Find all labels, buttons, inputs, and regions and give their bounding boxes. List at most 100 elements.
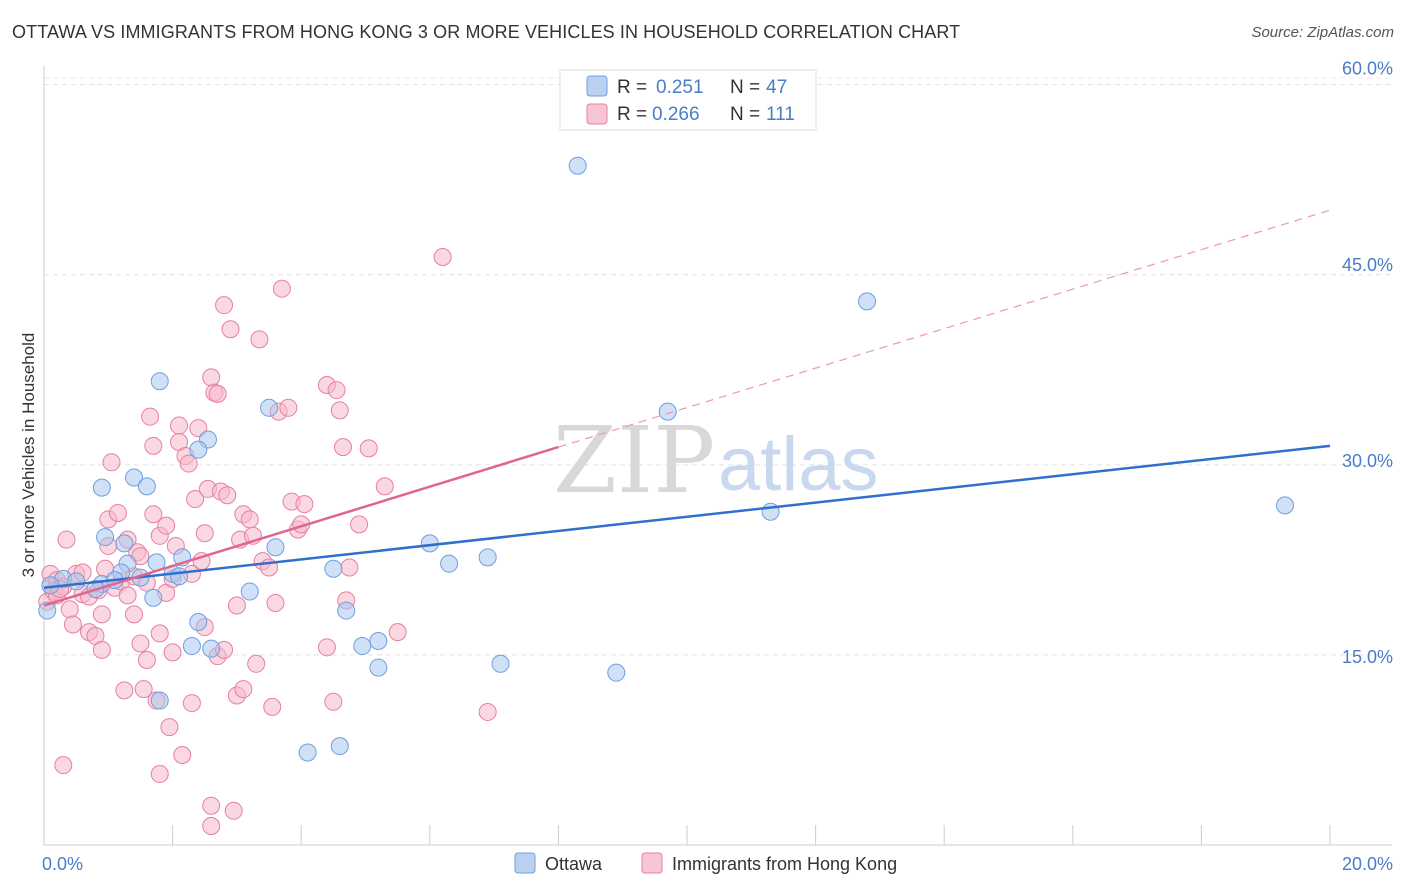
hong-kong-point-20 [92,640,111,659]
ottawa-point-31 [330,737,349,756]
legend-n-label-hong-kong: N = [730,104,760,125]
hong-kong-point-64 [202,796,221,815]
source-label: Source: ZipAtlas.com [1251,24,1394,41]
legend-r-label-ottawa: R = [617,77,647,98]
y-tick-label-0: 15.0% [1342,647,1393,667]
hong-kong-point-74 [221,320,240,339]
ottawa-point-44 [858,292,877,311]
hong-kong-point-44 [150,765,169,784]
hong-kong-point-104 [350,515,369,534]
hong-kong-point-46 [160,718,179,737]
ottawa-point-10 [115,534,134,553]
hong-kong-trend-extension [558,209,1331,448]
ottawa-point-2 [67,572,86,591]
ottawa-point-33 [353,637,372,656]
ottawa-point-39 [491,654,510,673]
x-tick-label-0: 0.0% [42,854,83,874]
grid-lines [44,77,1392,656]
hong-kong-point-95 [295,495,314,514]
ottawa-point-11 [125,468,144,487]
hong-kong-point-106 [375,477,394,496]
y-tick-labels: 15.0% 30.0% 45.0% 60.0% [1342,59,1393,667]
ottawa-point-34 [369,631,388,650]
legend-swatch-ottawa [586,75,608,97]
ottawa-point-30 [324,559,343,578]
hong-kong-point-58 [186,490,205,509]
ottawa-point-24 [202,639,221,658]
ottawa-point-17 [150,372,169,391]
hong-kong-point-36 [137,650,156,669]
hong-kong-point-10 [63,615,82,634]
hong-kong-point-66 [202,368,221,387]
legend-r-value-hong-kong: 0.266 [652,104,700,125]
hong-kong-point-105 [359,439,378,458]
hong-kong-point-79 [234,680,253,699]
ottawa-point-35 [369,658,388,677]
hong-kong-point-100 [330,401,349,420]
hong-kong-point-53 [173,746,192,765]
hong-kong-point-47 [157,516,176,535]
hong-kong-point-48 [163,643,182,662]
hong-kong-point-68 [208,384,227,403]
ottawa-point-32 [337,601,356,620]
ottawa-point-28 [266,538,285,557]
legend-box: R = 0.251 N = 47 R = 0.266 N = 111 [559,69,817,131]
ottawa-point-0 [38,601,57,620]
hong-kong-point-57 [182,694,201,713]
watermark-zip: ZIP [553,407,715,514]
ottawa-point-22 [189,612,208,631]
legend-n-value-hong-kong: 111 [766,104,795,125]
legend-n-label-ottawa: N = [730,77,760,98]
x-tick-labels: 0.0% 20.0% [42,854,1393,874]
hong-kong-trend-line [43,445,559,607]
ottawa-point-29 [298,743,317,762]
bottom-legend-swatch-ottawa [514,852,536,874]
hong-kong-point-8 [57,530,76,549]
bottom-legend-hong-kong: Immigrants from Hong Kong [672,854,897,874]
x-tick-label-1: 20.0% [1342,854,1393,874]
watermark-atlas: atlas [718,422,879,507]
hong-kong-point-83 [247,654,266,673]
bottom-legend: Ottawa Immigrants from Hong Kong [514,852,897,874]
ottawa-point-16 [150,691,169,710]
hong-kong-point-88 [266,593,285,612]
scatter-points [38,156,1294,835]
ottawa-point-26 [240,582,259,601]
hong-kong-point-75 [224,801,243,820]
hong-kong-point-108 [433,248,452,267]
hong-kong-point-103 [340,558,359,577]
ottawa-point-40 [568,156,587,175]
ottawa-point-45 [1275,496,1294,515]
watermark: ZIP atlas [553,407,879,514]
hong-kong-point-33 [131,634,150,653]
hong-kong-point-107 [388,623,407,642]
hong-kong-point-73 [218,486,237,505]
hong-kong-point-18 [92,605,111,624]
axes [43,66,1392,846]
bottom-legend-ottawa: Ottawa [545,854,603,874]
hong-kong-point-65 [202,816,221,835]
ottawa-point-27 [260,398,279,417]
hong-kong-point-42 [150,624,169,643]
hong-kong-point-84 [250,330,269,349]
hong-kong-point-77 [227,596,246,615]
hong-kong-point-109 [478,702,497,721]
bottom-legend-swatch-hong-kong [641,852,663,874]
ottawa-point-13 [137,477,156,496]
hong-kong-point-91 [279,398,298,417]
y-tick-label-3: 60.0% [1342,59,1393,79]
hong-kong-point-51 [170,416,189,435]
legend-swatch-hong-kong [586,103,608,125]
hong-kong-point-99 [327,381,346,400]
hong-kong-point-61 [195,524,214,543]
hong-kong-point-101 [333,438,352,457]
hong-kong-point-7 [54,756,73,775]
legend-r-value-ottawa: 0.251 [656,77,704,98]
hong-kong-point-34 [134,680,153,699]
hong-kong-point-38 [141,407,160,426]
legend-r-label-hong-kong: R = [617,104,647,125]
hong-kong-point-96 [317,638,336,657]
chart-title: OTTAWA VS IMMIGRANTS FROM HONG KONG 3 OR… [12,22,961,42]
ottawa-point-21 [182,637,201,656]
